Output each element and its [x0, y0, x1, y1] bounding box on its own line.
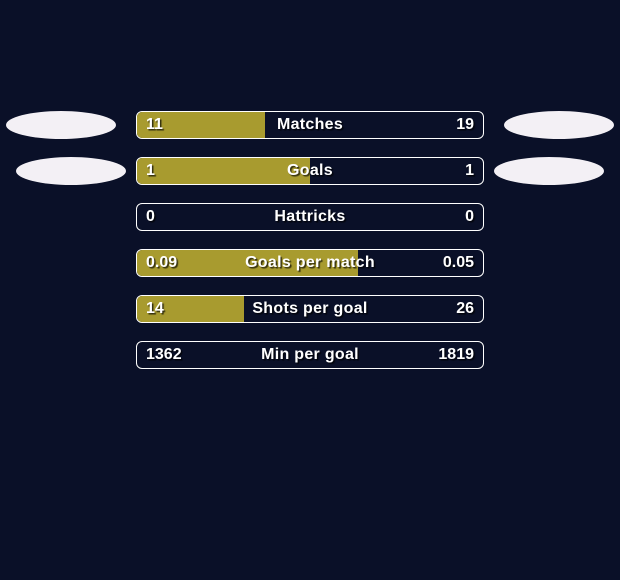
player1-avatar-placeholder-1	[6, 111, 116, 139]
stat-label: Goals	[136, 157, 484, 185]
stat-value-left: 11	[146, 111, 163, 139]
stat-value-right: 1	[465, 157, 474, 185]
stat-label: Shots per goal	[136, 295, 484, 323]
stat-label: Hattricks	[136, 203, 484, 231]
stat-value-right: 19	[456, 111, 474, 139]
stat-row: Min per goal1362 1819	[136, 341, 484, 369]
stat-value-left: 0.09	[146, 249, 177, 277]
stat-row: Goals1 1	[136, 157, 484, 185]
stat-row: Shots per goal14 26	[136, 295, 484, 323]
stat-row: Hattricks0 0	[136, 203, 484, 231]
stat-label: Goals per match	[136, 249, 484, 277]
stat-rows-container: Matches1119Goals11Hattricks00Goals per m…	[0, 111, 620, 369]
stat-label: Min per goal	[136, 341, 484, 369]
stat-value-right: 0.05	[443, 249, 474, 277]
player2-avatar-placeholder-2	[494, 157, 604, 185]
player1-avatar-placeholder-2	[16, 157, 126, 185]
stat-row: Matches11 19	[136, 111, 484, 139]
stat-value-right: 0	[465, 203, 474, 231]
stat-value-left: 14	[146, 295, 164, 323]
stat-value-right: 1819	[438, 341, 474, 369]
stat-row: Goals per match0.09 0.05	[136, 249, 484, 277]
stat-value-left: 1362	[146, 341, 182, 369]
stat-value-left: 0	[146, 203, 155, 231]
stat-value-left: 1	[146, 157, 155, 185]
stat-value-right: 26	[456, 295, 474, 323]
comparison-arena: Matches1119Goals11Hattricks00Goals per m…	[0, 111, 620, 369]
player2-avatar-placeholder-1	[504, 111, 614, 139]
stat-label: Matches	[136, 111, 484, 139]
